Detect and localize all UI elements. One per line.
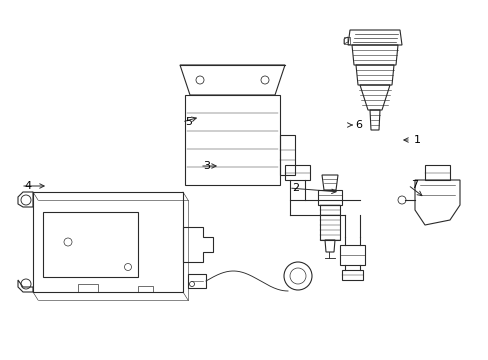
Bar [184, 95, 280, 185]
Text: 5: 5 [184, 117, 192, 127]
Bar [343, 37, 349, 44]
Text: 3: 3 [203, 161, 209, 171]
Text: 4: 4 [24, 181, 31, 191]
Text: 2: 2 [291, 183, 299, 193]
Text: 6: 6 [354, 120, 361, 130]
Text: 7: 7 [410, 180, 417, 190]
Text: 1: 1 [413, 135, 420, 145]
Bar [33, 192, 183, 292]
Bar [138, 286, 153, 292]
Bar [78, 284, 98, 292]
Bar [43, 212, 138, 277]
